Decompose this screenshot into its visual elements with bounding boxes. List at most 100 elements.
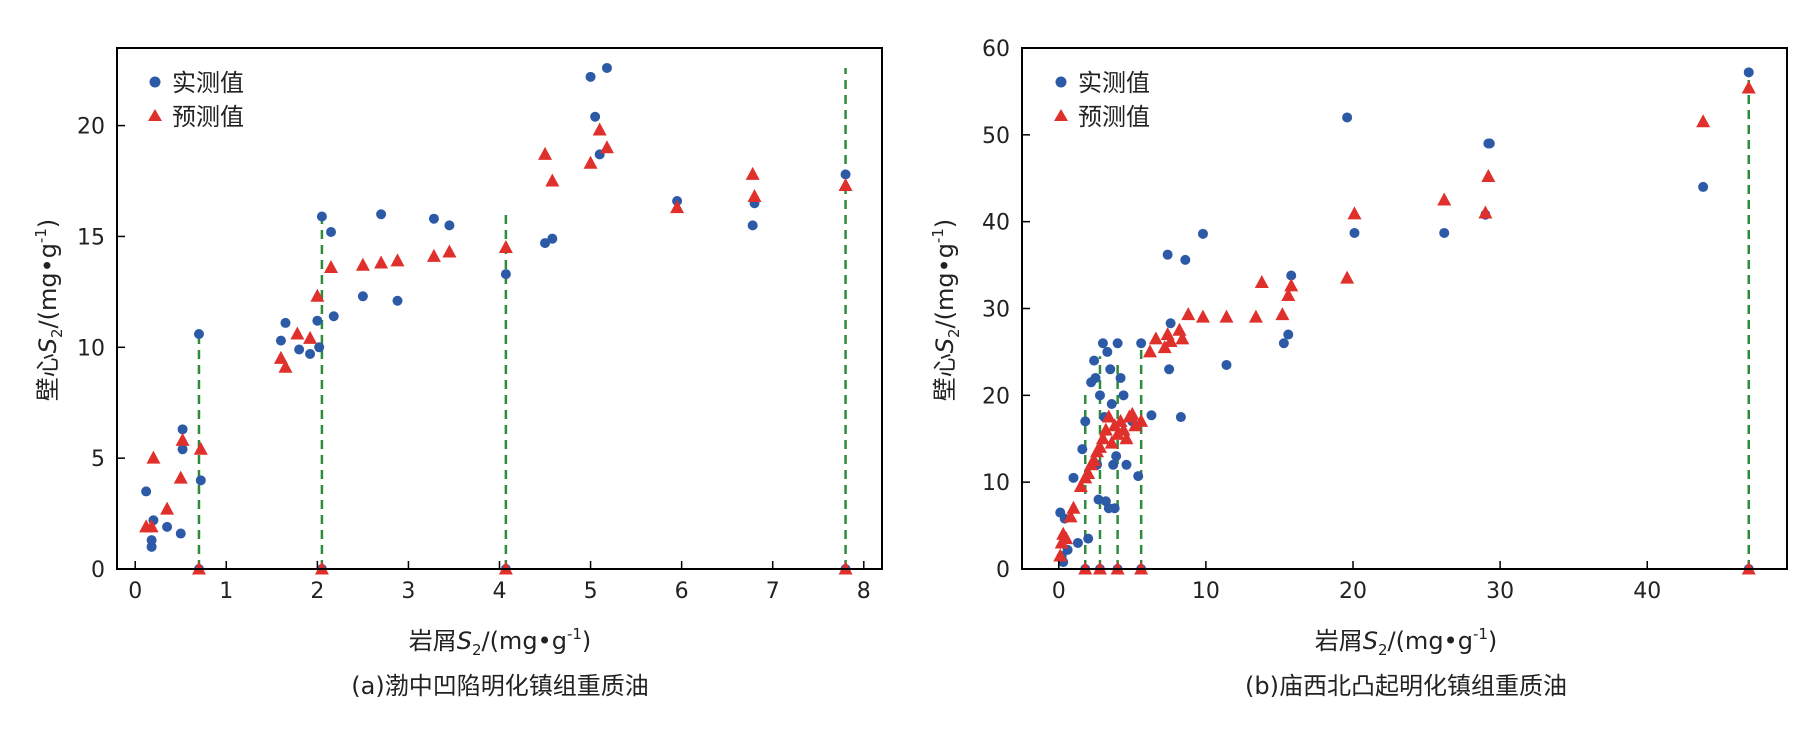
- actual-point: [444, 220, 455, 231]
- actual-point: [1072, 537, 1083, 548]
- y-tick-label: 0: [91, 558, 105, 583]
- y-tick-label: 20: [982, 384, 1010, 409]
- predicted-point: [290, 326, 305, 340]
- x-tick-label: 7: [766, 579, 780, 604]
- predicted-point: [1254, 274, 1269, 288]
- predicted-point: [1081, 465, 1096, 479]
- actual-point: [1097, 338, 1108, 349]
- y-tick-label: 15: [77, 225, 105, 250]
- predicted-point: [592, 122, 607, 136]
- actual-point: [1112, 338, 1123, 349]
- actual-point: [1068, 472, 1079, 483]
- actual-point: [146, 541, 157, 552]
- y-tick-label: 50: [982, 124, 1010, 149]
- panel-b-ticks: 0 10 20 30 40 0 10 20 30 40 50 60: [982, 37, 1661, 604]
- actual-point: [1080, 416, 1091, 427]
- y-tick-label: 30: [982, 298, 1010, 323]
- x-tick-label: 40: [1633, 579, 1661, 604]
- predicted-point: [173, 470, 188, 484]
- predicted-point: [1119, 431, 1134, 445]
- x-tick-label: 5: [584, 579, 598, 604]
- predicted-point: [1095, 431, 1110, 445]
- actual-point: [1106, 399, 1117, 410]
- panel-a-marks: [139, 62, 853, 575]
- predicted-point: [1248, 309, 1263, 323]
- predicted-point: [1098, 422, 1113, 436]
- predicted-point: [1481, 169, 1496, 183]
- panel-a-legend: 实测值 预测值: [148, 69, 244, 131]
- y-tick-label: 10: [77, 336, 105, 361]
- actual-point: [1342, 112, 1353, 123]
- actual-point: [1115, 372, 1126, 383]
- legend-predicted-label: 预测值: [1078, 103, 1150, 131]
- panel-a-frame: [116, 47, 883, 570]
- predicted-point: [1128, 418, 1143, 432]
- predicted-point: [1073, 479, 1088, 493]
- legend-predicted-label: 预测值: [172, 103, 244, 131]
- actual-point: [1698, 181, 1709, 192]
- predicted-point: [1696, 114, 1711, 128]
- actual-point: [275, 335, 286, 346]
- actual-point: [428, 213, 439, 224]
- actual-point: [1094, 390, 1105, 401]
- predicted-point: [1134, 413, 1149, 427]
- legend-predicted-marker: [1054, 109, 1068, 121]
- predicted-point: [324, 259, 339, 273]
- actual-point: [1105, 364, 1116, 375]
- actual-point: [294, 344, 305, 355]
- actual-point: [314, 342, 325, 353]
- predicted-point: [146, 450, 161, 464]
- actual-point: [1175, 412, 1186, 423]
- actual-point: [1090, 372, 1101, 383]
- legend-predicted-marker: [148, 109, 162, 121]
- y-tick-label: 5: [91, 447, 105, 472]
- actual-point: [500, 269, 511, 280]
- actual-point: [1286, 270, 1297, 281]
- actual-point: [1102, 346, 1113, 357]
- x-tick-label: 20: [1339, 579, 1367, 604]
- actual-point: [195, 475, 206, 486]
- predicted-point: [374, 255, 389, 269]
- predicted-point: [1437, 192, 1452, 206]
- predicted-point: [1142, 344, 1157, 358]
- legend-actual-marker: [149, 76, 161, 88]
- actual-point: [193, 328, 204, 339]
- legend-actual-label: 实测值: [172, 69, 244, 97]
- actual-point: [1164, 364, 1175, 375]
- predicted-point: [538, 146, 553, 160]
- legend-actual-label: 实测值: [1078, 69, 1150, 97]
- x-tick-label: 2: [310, 579, 324, 604]
- predicted-point: [1104, 435, 1119, 449]
- actual-point: [1484, 138, 1495, 149]
- actual-point: [840, 169, 851, 180]
- panel-a-y-axis-label: 壁心S2/(mg•g-1): [32, 219, 66, 402]
- legend-actual-marker: [1055, 76, 1067, 88]
- y-tick-label: 40: [982, 211, 1010, 236]
- actual-point: [1180, 254, 1191, 265]
- actual-point: [585, 71, 596, 82]
- actual-point: [305, 348, 316, 359]
- predicted-point: [498, 240, 513, 254]
- predicted-point: [1175, 331, 1190, 345]
- actual-point: [747, 220, 758, 231]
- predicted-point: [1059, 531, 1074, 545]
- predicted-point: [355, 257, 370, 271]
- actual-point: [280, 317, 291, 328]
- predicted-point: [303, 330, 318, 344]
- predicted-point: [1478, 205, 1493, 219]
- actual-point: [1089, 355, 1100, 366]
- x-tick-label: 8: [857, 579, 871, 604]
- actual-point: [1118, 390, 1129, 401]
- predicted-point: [426, 248, 441, 262]
- actual-point: [1111, 451, 1122, 462]
- actual-point: [1146, 410, 1157, 421]
- predicted-point: [390, 253, 405, 267]
- predicted-point: [1163, 333, 1178, 347]
- actual-point: [1083, 533, 1094, 544]
- actual-point: [590, 111, 601, 122]
- predicted-point: [599, 140, 614, 154]
- predicted-point: [1741, 80, 1756, 94]
- panel-b-frame: [1021, 47, 1788, 570]
- x-tick-label: 6: [675, 579, 689, 604]
